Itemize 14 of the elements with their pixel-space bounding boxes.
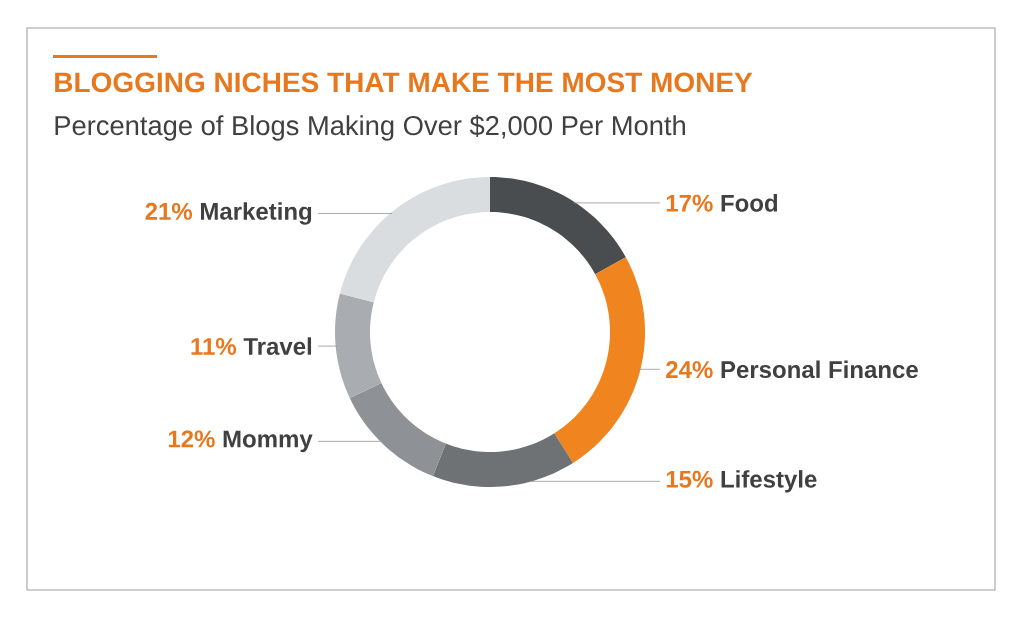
slice-label: Food (721, 194, 778, 212)
data-label: 21% (145, 202, 193, 220)
data-label: 15% (666, 470, 713, 488)
slice-label: Lifestyle (721, 470, 817, 493)
slice-label: Mommy (223, 430, 313, 453)
slice-label: Personal Finance (721, 360, 918, 379)
data-label: 24% (666, 361, 713, 379)
chart-subtitle: Percentage of Blogs Making Over $2,000 Per Month (55, 114, 685, 141)
chart-title: BLOGGING NICHES THAT MAKE THE MOST MONEY (55, 72, 753, 93)
data-label: 11% (191, 337, 237, 355)
data-label: 12% (168, 430, 215, 448)
slice-label: Marketing (200, 202, 312, 225)
slice-label: Travel (243, 337, 312, 355)
data-label: 17% (666, 194, 713, 212)
